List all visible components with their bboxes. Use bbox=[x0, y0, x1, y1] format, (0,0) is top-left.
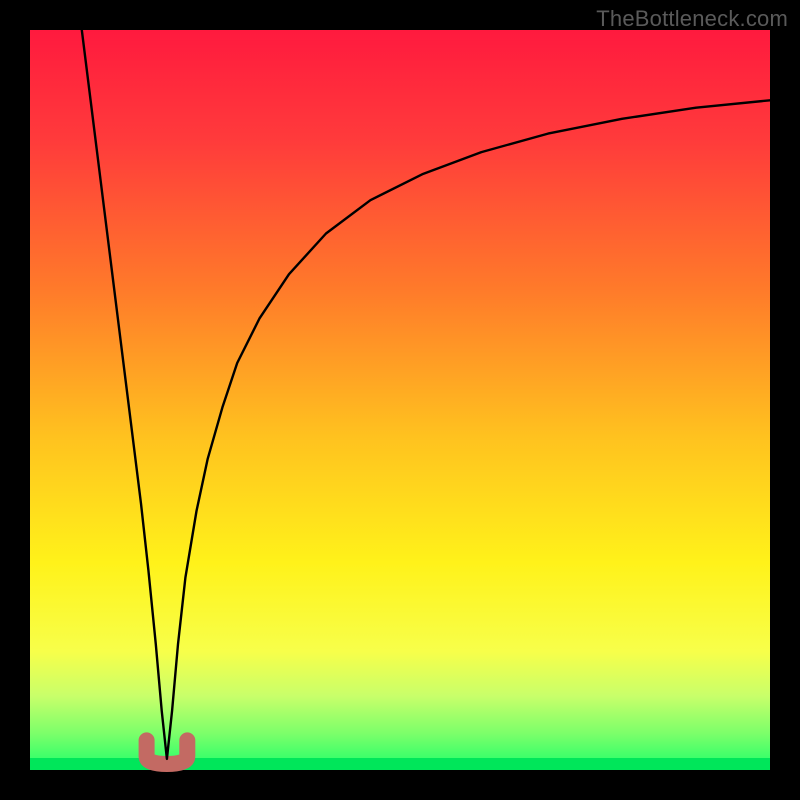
chart-frame: TheBottleneck.com bbox=[0, 0, 800, 800]
watermark-text: TheBottleneck.com bbox=[596, 6, 788, 32]
plot-background bbox=[30, 30, 770, 770]
bottleneck-chart bbox=[0, 0, 800, 800]
